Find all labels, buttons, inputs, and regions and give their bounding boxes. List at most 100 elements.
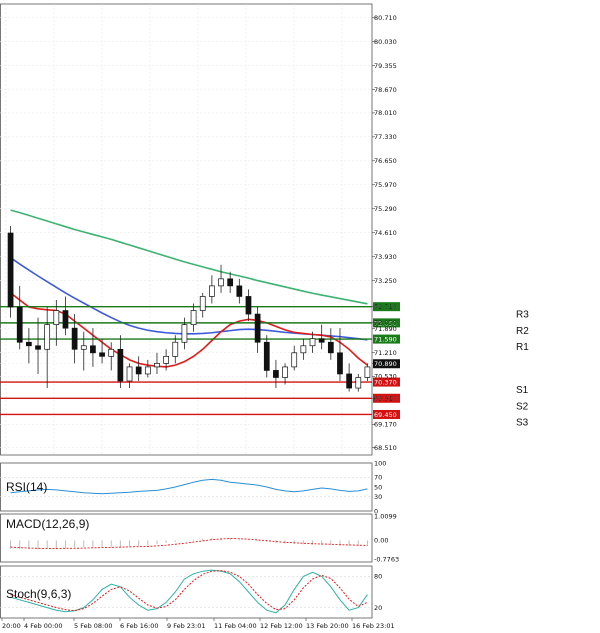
level-price-tag: [373, 409, 400, 419]
candle-body: [282, 366, 288, 378]
level-price-label: 71.590: [374, 335, 397, 343]
x-tick-label: 6 Feb 16:00: [120, 622, 159, 630]
candle-body: [218, 278, 224, 287]
level-name-s3: S3: [516, 417, 529, 428]
candle-body: [117, 348, 124, 382]
level-price-label: 72.510: [374, 303, 397, 311]
moving-average-line: [10, 292, 368, 368]
rsi-y-tick-label: 0: [374, 507, 378, 515]
price-y-tick-label: 74.610: [374, 229, 397, 237]
macd-y-tick-label: 1.0099: [374, 512, 397, 520]
candle-body: [90, 345, 96, 354]
macd-panel: 1.0099 0.00 -0.7763: [0, 512, 399, 563]
price-frame: [0, 3, 373, 456]
candle-body: [26, 341, 32, 347]
candle-body: [80, 345, 87, 350]
candle-body: [135, 366, 142, 375]
candle-body: [346, 373, 352, 389]
price-y-tick-label: 80.710: [374, 14, 397, 22]
x-tick-label: 12 Feb 12:00: [260, 622, 303, 630]
candle-body: [318, 338, 325, 343]
candle-body: [53, 310, 60, 325]
last-price-label: 70.890: [374, 360, 397, 368]
candle-body: [71, 327, 78, 350]
price-y-tick-label: 69.910: [374, 395, 397, 403]
level-name-r3: R3: [516, 310, 529, 321]
rsi-y-tick-label: 30: [374, 493, 382, 501]
candle-body: [364, 366, 371, 378]
moving-average-line: [10, 209, 368, 305]
candle-body: [190, 310, 197, 325]
level-price-label: 70.370: [374, 378, 397, 386]
price-y-tick-label: 76.650: [374, 157, 397, 165]
level-price-tag: [373, 334, 400, 344]
candle-body: [99, 352, 105, 357]
stoch-k-line: [10, 569, 368, 614]
candle-body: [254, 313, 261, 343]
candle-body: [154, 363, 160, 368]
level-price-tag: [373, 302, 400, 312]
candle-body: [7, 232, 14, 308]
candle-body: [327, 341, 334, 354]
candle-body: [199, 296, 206, 311]
rsi-line: [10, 478, 368, 495]
candle-body: [227, 278, 234, 287]
level-name-s2: S2: [516, 401, 529, 412]
candle-body: [16, 306, 23, 343]
level-name-r1: R1: [516, 342, 529, 353]
candle-body: [62, 310, 69, 329]
price-y-tick-label: 77.330: [374, 133, 397, 141]
moving-averages: [10, 209, 368, 368]
macd-title: MACD(12,26,9): [6, 517, 89, 531]
level-name-r2: R2: [516, 326, 529, 337]
price-y-tick-label: 68.510: [374, 444, 397, 452]
last-price-tag: [373, 359, 400, 369]
price-y-tick-label: 71.890: [374, 325, 397, 333]
candle-body: [209, 285, 215, 297]
price-y-tick-label: 75.290: [374, 205, 397, 213]
macd-signal-line: [10, 538, 368, 550]
stoch-title: Stoch(9,6,3): [6, 587, 71, 601]
level-price-tag: [373, 318, 400, 328]
stoch-y-tick-label: 80: [374, 573, 382, 581]
candle-body: [172, 341, 179, 357]
macd-frame: [0, 513, 373, 563]
candle-body: [181, 324, 188, 343]
price-y-tick-label: 79.355: [374, 62, 397, 70]
price-y-tick-label: 78.670: [374, 86, 397, 94]
x-tick-label: 5 Feb 08:00: [74, 622, 113, 630]
rsi-y-tick-label: 70: [374, 474, 382, 482]
candle-body: [245, 296, 252, 315]
price-y-tick-label: 72.510: [374, 303, 397, 311]
candle-body: [273, 370, 279, 378]
candle-body: [35, 345, 41, 350]
x-tick-label: 4 Feb 00:00: [24, 622, 63, 630]
candle-body: [309, 338, 316, 347]
price-y-tick-label: 80.030: [374, 38, 397, 46]
price-y-axis: 80.710 80.030 79.355 78.670 78.010 77.330 76.6…: [372, 14, 400, 452]
stoch-y-tick-label: 20: [374, 604, 382, 612]
candle-body: [291, 352, 298, 368]
candle-body: [300, 345, 307, 354]
stoch-d-line: [10, 570, 368, 612]
level-price-label: 69.450: [374, 411, 397, 419]
level-price-label: 69.910: [374, 395, 397, 403]
candle-body: [108, 348, 115, 357]
level-price-tag: [373, 377, 400, 387]
rsi-y-tick-label: 50: [374, 483, 382, 491]
time-x-axis: 20:00 4 Feb 00:00 5 Feb 08:00 6 Feb 16:00 9 …: [1, 618, 395, 630]
candle-body: [44, 324, 51, 350]
level-price-label: 72.050: [374, 319, 397, 327]
candle-body: [263, 341, 270, 371]
price-y-tick-label: 78.010: [374, 109, 397, 117]
candle-body: [355, 377, 362, 389]
x-tick-label: 9 Feb 23:01: [167, 622, 206, 630]
candle-body: [126, 366, 133, 382]
x-tick-label: 20:00: [2, 622, 21, 630]
macd-y-tick-label: -0.7763: [374, 555, 399, 563]
level-name-s1: S1: [516, 385, 529, 396]
price-y-tick-label: 69.170: [374, 421, 397, 429]
